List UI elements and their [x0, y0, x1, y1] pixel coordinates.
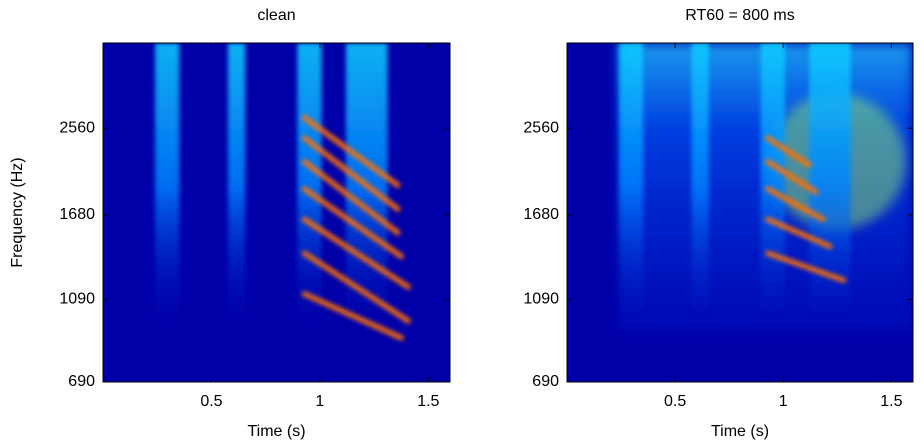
x-tick-label: 1	[779, 393, 788, 410]
y-tick-label: 2560	[523, 119, 559, 136]
y-tick-label: 1090	[59, 291, 95, 308]
y-tick-label: 1090	[523, 291, 559, 308]
harmonic-streak	[301, 115, 401, 188]
onset-column	[227, 43, 246, 332]
harmonic-streak	[765, 186, 826, 222]
y-tick-label: 690	[532, 373, 559, 390]
onset-column	[155, 43, 180, 332]
spectrogram-texture	[567, 43, 913, 382]
x-axis-label: Time (s)	[247, 423, 305, 440]
y-tick-label: 1680	[523, 206, 559, 223]
x-tick-label: 1	[315, 393, 324, 410]
onset-column	[618, 43, 644, 332]
x-axis-label: Time (s)	[711, 423, 769, 440]
y-tick-label: 2560	[59, 119, 95, 136]
x-tick-label: 0.5	[664, 393, 686, 410]
axes-box	[566, 42, 914, 383]
onset-column	[760, 43, 785, 332]
x-tick-label: 1.5	[417, 393, 439, 410]
harmonic-streak	[301, 159, 401, 236]
y-axis-label: Frequency (Hz)	[9, 157, 26, 267]
y-tick-label: 1680	[59, 206, 95, 223]
axes-box	[102, 42, 451, 383]
harmonic-streak	[765, 159, 819, 195]
harmonic-streak	[301, 186, 404, 260]
harmonic-streak	[301, 291, 404, 341]
harmonic-streak	[301, 250, 411, 324]
x-tick-label: 1.5	[880, 393, 902, 410]
onset-column	[297, 43, 322, 332]
y-tick-label: 690	[68, 373, 95, 390]
x-tick-label: 0.5	[200, 393, 222, 410]
harmonic-streak	[301, 135, 401, 212]
chart-title: RT60 = 800 ms	[685, 7, 795, 24]
onset-column	[691, 43, 709, 332]
harmonic-streak	[301, 216, 411, 290]
harmonic-streak	[765, 135, 812, 168]
spectrogram-texture	[103, 43, 450, 382]
onset-column	[809, 43, 851, 332]
harmonic-streak	[765, 216, 833, 249]
chart-title: clean	[257, 7, 295, 24]
